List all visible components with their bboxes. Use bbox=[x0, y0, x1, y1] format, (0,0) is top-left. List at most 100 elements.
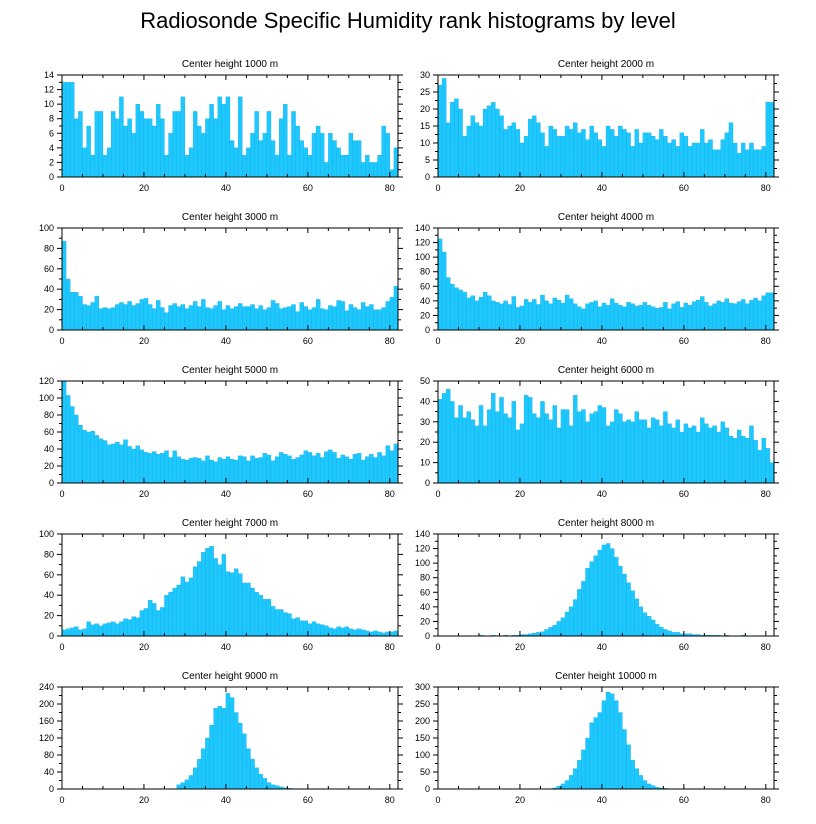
y-tick-label: 50 bbox=[420, 376, 430, 386]
histogram-bar bbox=[94, 296, 100, 331]
x-tick-label: 40 bbox=[597, 183, 607, 193]
histogram-bar bbox=[622, 129, 627, 178]
histogram-bar bbox=[233, 568, 239, 637]
histogram-bar bbox=[642, 612, 648, 637]
histogram-bar bbox=[299, 140, 304, 178]
histogram-bar bbox=[597, 306, 603, 331]
histogram-bar bbox=[82, 147, 87, 178]
histogram-bar bbox=[564, 780, 570, 790]
histogram-bar bbox=[634, 129, 639, 178]
histogram-bar bbox=[589, 413, 594, 484]
histogram-bar bbox=[365, 630, 370, 637]
histogram-bar bbox=[111, 621, 116, 637]
x-tick-label: 60 bbox=[679, 183, 689, 193]
histogram-bar bbox=[254, 458, 259, 484]
histogram-bar bbox=[515, 307, 521, 331]
histogram-bar bbox=[201, 552, 206, 637]
histogram-bar bbox=[115, 118, 120, 178]
y-tick-label: 100 bbox=[415, 252, 430, 262]
histogram-bar bbox=[650, 417, 656, 484]
histogram-bar bbox=[605, 543, 611, 637]
histogram-bar bbox=[650, 785, 656, 790]
histogram-bar bbox=[585, 568, 590, 637]
histogram-bar bbox=[597, 405, 603, 484]
histogram-bar bbox=[642, 132, 648, 178]
histogram-bar bbox=[720, 421, 725, 484]
histogram-bar bbox=[324, 451, 329, 484]
histogram-bar bbox=[336, 458, 341, 484]
y-tick-label: 0 bbox=[425, 784, 430, 794]
histogram-bar bbox=[287, 154, 292, 178]
histogram-bar bbox=[233, 306, 239, 331]
histogram-bar bbox=[687, 146, 693, 178]
histogram-bar bbox=[745, 437, 750, 484]
histogram-bar bbox=[205, 118, 210, 178]
y-tick-label: 80 bbox=[44, 549, 54, 559]
histogram-bar bbox=[258, 140, 263, 178]
histogram-bar bbox=[119, 444, 124, 484]
y-tick-label: 0 bbox=[49, 478, 54, 488]
histogram-bar bbox=[618, 125, 623, 178]
histogram-bar bbox=[360, 629, 366, 637]
histogram-bar bbox=[511, 296, 517, 331]
histogram-bar bbox=[307, 452, 313, 484]
histogram-bar bbox=[704, 302, 709, 331]
x-tick-label: 0 bbox=[59, 183, 64, 193]
histogram-bar bbox=[581, 409, 586, 484]
histogram-bar bbox=[732, 437, 738, 484]
histogram-bar bbox=[679, 132, 685, 178]
histogram-bar bbox=[753, 297, 758, 331]
y-tick-label: 40 bbox=[44, 767, 54, 777]
histogram-panel: Center height 2000 m 0 20 40 60 80 0 5 10 15 20 25 3… bbox=[420, 59, 779, 193]
histogram-bar bbox=[671, 303, 676, 331]
histogram-panel: Center height 5000 m 0 20 40 60 80 0 20 40 60 80 10… bbox=[39, 365, 403, 499]
histogram-bar bbox=[192, 457, 198, 484]
histogram-bar bbox=[348, 459, 354, 484]
histogram-bar bbox=[564, 409, 570, 484]
histogram-bar bbox=[499, 303, 504, 331]
histogram-panel: Center height 6000 m 0 20 40 60 80 0 10 20 30 40 50 bbox=[420, 365, 779, 499]
y-tick-label: 0 bbox=[49, 784, 54, 794]
histogram-bar bbox=[511, 122, 517, 178]
histogram-bar bbox=[119, 302, 124, 331]
histogram-bar bbox=[671, 139, 676, 178]
y-tick-label: 80 bbox=[420, 573, 430, 583]
histogram-bar bbox=[577, 759, 582, 790]
histogram-bar bbox=[634, 411, 639, 484]
histogram-bar bbox=[90, 302, 95, 331]
histogram-bar bbox=[491, 393, 496, 484]
histogram-bar bbox=[221, 103, 227, 178]
histogram-bar bbox=[458, 108, 463, 178]
histogram-bar bbox=[192, 566, 198, 637]
y-tick-label: 0 bbox=[49, 325, 54, 335]
histogram-bar bbox=[446, 122, 451, 178]
histogram-bar bbox=[609, 548, 615, 637]
y-tick-label: 120 bbox=[39, 733, 54, 743]
histogram-bar bbox=[61, 82, 67, 178]
histogram-bar bbox=[131, 133, 136, 178]
y-tick-label: 8 bbox=[49, 114, 54, 124]
histogram-bar bbox=[180, 576, 186, 637]
histogram-bar bbox=[552, 624, 557, 637]
histogram-bar bbox=[369, 162, 374, 178]
y-tick-label: 140 bbox=[415, 529, 430, 539]
histogram-bar bbox=[441, 251, 447, 331]
histogram-bar bbox=[270, 784, 276, 790]
histogram-bar bbox=[385, 133, 390, 178]
histogram-bar bbox=[548, 125, 553, 178]
histogram-bar bbox=[303, 147, 309, 178]
panel-title: Center height 7000 m bbox=[182, 518, 278, 529]
histogram-panel: Center height 8000 m 0 20 40 60 80 0 20 40 60 80 10… bbox=[415, 518, 779, 652]
histogram-bar bbox=[728, 435, 734, 484]
histogram-bar bbox=[556, 299, 562, 331]
histogram-bar bbox=[205, 548, 210, 637]
histogram-bar bbox=[634, 305, 639, 331]
histogram-bar bbox=[106, 308, 112, 331]
histogram-bar bbox=[225, 456, 231, 484]
histogram-bar bbox=[78, 629, 83, 637]
histogram-bar bbox=[601, 146, 607, 178]
histogram-bar bbox=[201, 748, 206, 790]
x-tick-label: 80 bbox=[385, 795, 395, 805]
histogram-bar bbox=[605, 125, 611, 178]
histogram-bar bbox=[769, 462, 775, 484]
